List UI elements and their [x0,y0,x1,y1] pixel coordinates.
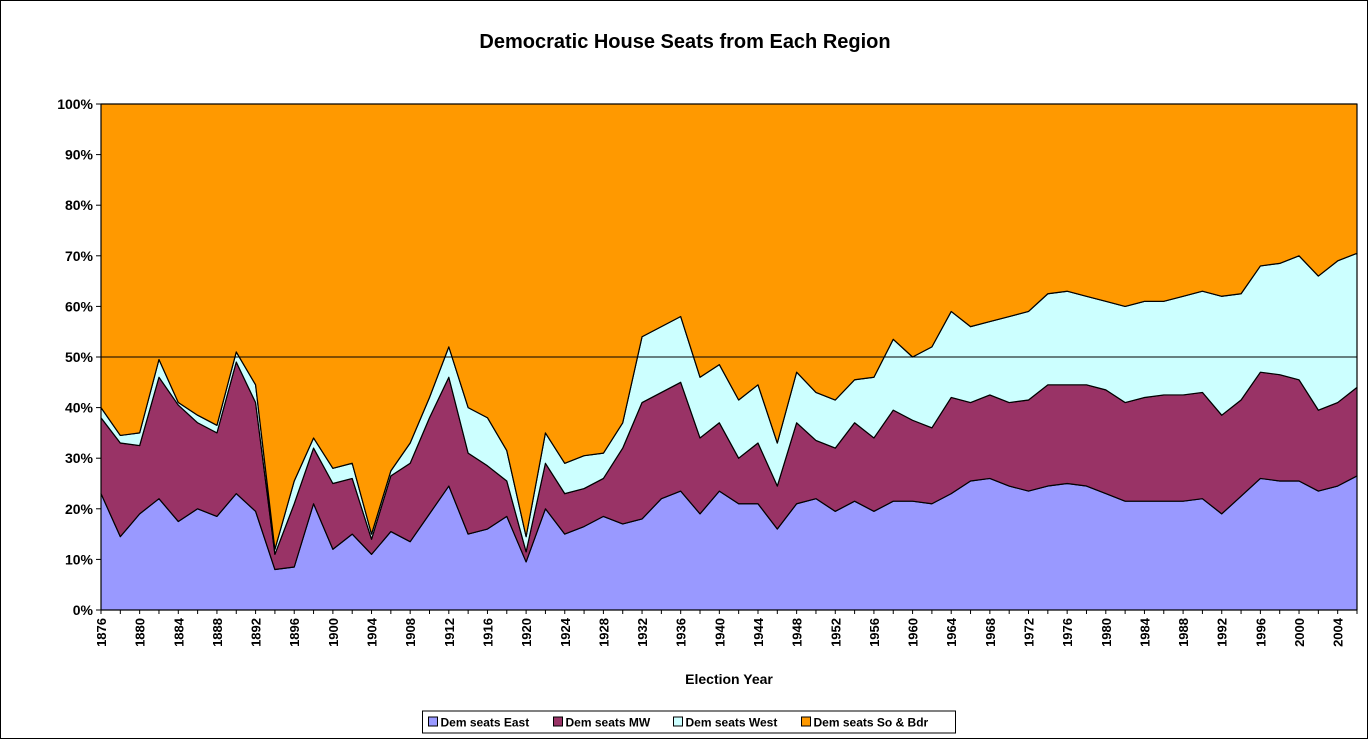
x-tick-label: 1988 [1176,618,1191,647]
x-tick-label: 1956 [867,618,882,647]
x-tick-label: 1892 [249,618,264,647]
y-tick-label: 10% [65,551,94,567]
x-tick-label: 1984 [1137,617,1152,647]
x-tick-label: 1944 [751,617,766,647]
y-tick-label: 90% [65,147,94,163]
x-tick-label: 1992 [1215,618,1230,647]
x-tick-label: 1960 [906,618,921,647]
x-tick-label: 1908 [403,618,418,647]
legend-swatch [673,716,683,727]
x-tick-label: 1888 [210,618,225,647]
x-tick-label: 1996 [1253,618,1268,647]
legend-label: Dem seats West [686,716,778,730]
legend-swatch [428,716,438,727]
x-tick-label: 1968 [983,618,998,647]
x-tick-label: 1980 [1099,618,1114,647]
x-tick-label: 2004 [1331,617,1346,647]
x-tick-label: 1912 [442,618,457,647]
y-tick-label: 80% [65,197,94,213]
y-tick-label: 100% [57,96,93,112]
x-tick-label: 1920 [519,618,534,647]
x-tick-label: 1884 [171,617,186,647]
x-tick-label: 1976 [1060,618,1075,647]
y-tick-label: 0% [73,602,94,618]
x-tick-label: 1904 [365,617,380,647]
x-tick-label: 1940 [712,618,727,647]
legend-label: Dem seats East [441,716,530,730]
x-tick-label: 1952 [828,618,843,647]
legend-swatch [553,716,563,727]
x-tick-label: 1924 [558,617,573,647]
x-tick-label: 1932 [635,618,650,647]
x-tick-label: 1928 [596,618,611,647]
x-tick-label: 1880 [133,618,148,647]
plot-area [100,103,1358,611]
x-tick-label: 1936 [674,618,689,647]
y-tick-label: 50% [65,349,94,365]
x-axis-label: Election Year [685,671,773,687]
y-tick-label: 20% [65,501,94,517]
x-tick-label: 1876 [94,618,109,647]
x-tick-label: 1916 [480,618,495,647]
x-tick-label: 1948 [790,618,805,647]
chart-title: Democratic House Seats from Each Region [479,31,890,53]
x-tick-label: 1972 [1022,618,1037,647]
x-tick-label: 1900 [326,618,341,647]
x-tick-label: 2000 [1292,618,1307,647]
legend: Dem seats East Dem seats MW Dem seats West… [422,710,956,734]
x-tick-label: 1964 [944,617,959,647]
y-tick-label: 30% [65,450,94,466]
x-tick-label: 1896 [287,618,302,647]
legend-swatch [801,716,811,727]
legend-label: Dem seats MW [566,716,651,730]
y-tick-label: 60% [65,298,94,314]
y-tick-label: 70% [65,248,94,264]
legend-label: Dem seats So & Bdr [814,716,929,730]
y-tick-label: 40% [65,400,94,416]
